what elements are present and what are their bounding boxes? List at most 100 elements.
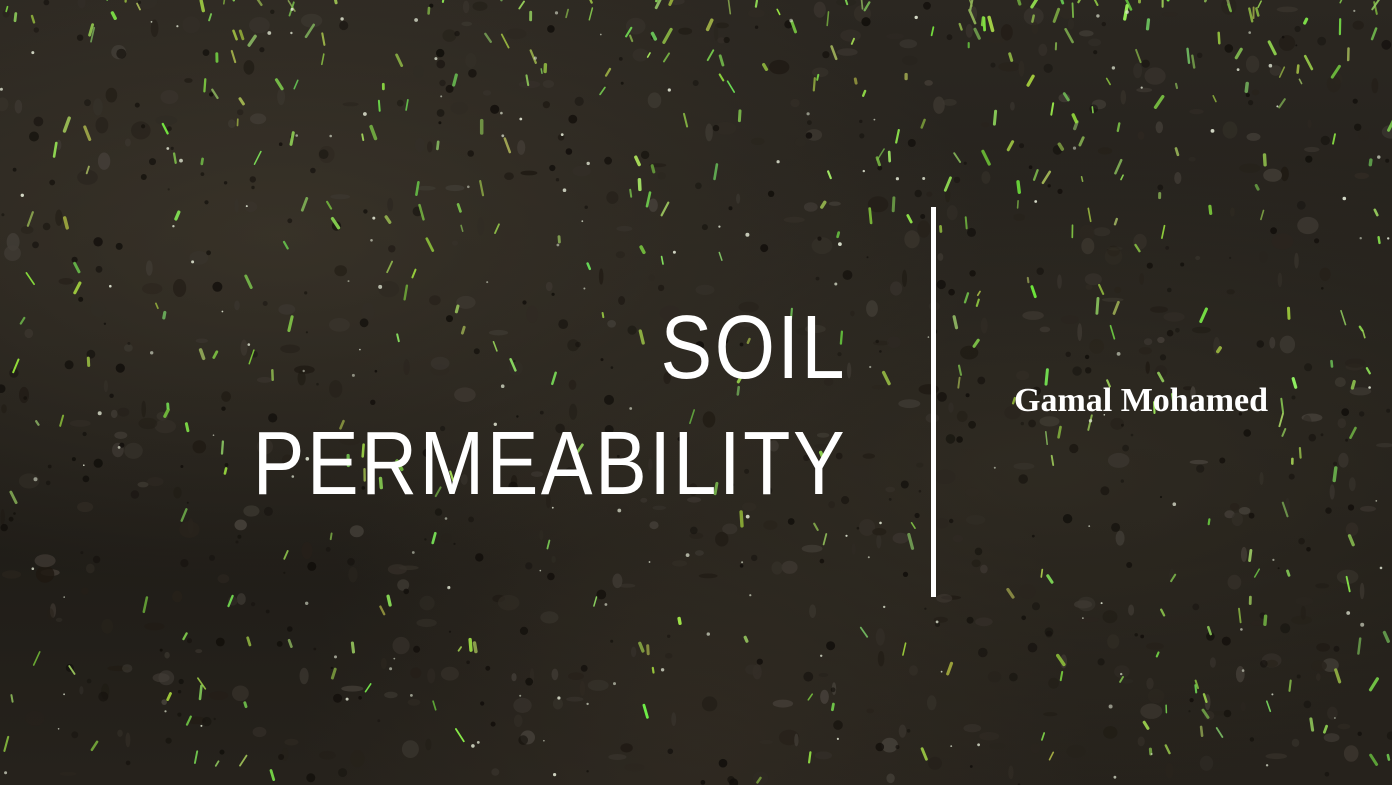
seed-speck (935, 620, 939, 624)
soil-clod (649, 521, 659, 530)
soil-clod (945, 187, 951, 203)
soil-shadow (80, 551, 84, 555)
sprout (62, 116, 71, 133)
soil-shadow (859, 133, 865, 139)
sprout (88, 23, 95, 37)
soil-shadow (116, 48, 127, 59)
soil-clod (1269, 65, 1282, 76)
soil-shadow (861, 17, 871, 27)
sprout (826, 11, 830, 27)
soil-clod (1079, 30, 1094, 37)
sprout (650, 31, 658, 41)
sprout (1382, 630, 1390, 643)
soil-clod (158, 670, 175, 686)
sprout (1263, 614, 1268, 626)
soil-clod (1307, 119, 1312, 129)
soil-clod (741, 502, 757, 512)
seed-speck (834, 282, 838, 286)
soil-clod (979, 731, 1000, 741)
soil-clod (695, 284, 715, 295)
soil-clod (980, 564, 988, 574)
seed-speck (745, 514, 750, 519)
soil-shadow (920, 214, 926, 219)
sprout (472, 641, 478, 654)
sprout (943, 176, 952, 192)
sprout (906, 214, 913, 224)
soil-clod (1114, 665, 1130, 679)
seed-speck (1342, 196, 1347, 201)
soil-shadow (946, 34, 953, 41)
soil-clod (1137, 131, 1145, 140)
sprout (850, 37, 855, 45)
sprout (957, 376, 961, 389)
sprout (396, 333, 400, 343)
soil-shadow (490, 104, 500, 114)
sprout (73, 281, 82, 295)
sprout (405, 98, 409, 111)
soil-shadow (1305, 155, 1313, 163)
soil-clod (236, 593, 246, 605)
soil-shadow (251, 602, 256, 607)
seed-speck (500, 111, 503, 115)
soil-shadow (1294, 25, 1301, 33)
sprout (1227, 3, 1233, 13)
soil-clod (936, 593, 953, 603)
soil-clod (1371, 78, 1379, 94)
sprout (1345, 575, 1351, 593)
sprout (1278, 412, 1284, 428)
soil-shadow (574, 96, 584, 106)
seed-speck (817, 473, 822, 477)
seed-speck (586, 702, 589, 706)
sprout (1071, 2, 1074, 19)
soil-shadow (370, 399, 376, 405)
sprout (1164, 744, 1171, 755)
soil-clod (988, 37, 1005, 44)
sprout (227, 594, 234, 608)
sprout (304, 23, 316, 39)
soil-clod (1120, 90, 1127, 105)
soil-shadow (1320, 433, 1324, 437)
soil-clod (1354, 172, 1369, 179)
soil-clod (234, 199, 239, 213)
soil-clod (142, 283, 163, 295)
seed-speck (334, 655, 337, 659)
soil-clod (105, 87, 118, 103)
sprout (1170, 573, 1177, 583)
sprout (958, 22, 963, 31)
sprout (300, 196, 309, 212)
soil-clod (137, 481, 149, 488)
sprout (223, 0, 226, 5)
soil-clod (688, 483, 698, 496)
soil-clod (1291, 738, 1300, 747)
soil-clod (429, 295, 441, 306)
seed-speck (302, 369, 305, 373)
soil-clod (657, 172, 666, 180)
sprout (180, 508, 188, 522)
soil-clod (965, 515, 986, 525)
sprout (1106, 379, 1111, 388)
soil-clod (1074, 600, 1092, 609)
sprout (369, 124, 378, 141)
soil-shadow (439, 79, 446, 87)
soil-clod (801, 544, 823, 553)
soil-clod (738, 317, 753, 328)
seed-speck (583, 287, 586, 290)
soil-clod (701, 696, 718, 712)
sprout (163, 408, 170, 418)
soil-clod (462, 0, 470, 14)
soil-clod (154, 419, 176, 434)
soil-clod (1226, 289, 1235, 295)
soil-clod (1107, 452, 1130, 468)
soil-clod (1094, 395, 1100, 405)
sprout (1357, 637, 1362, 655)
sprout (1032, 169, 1039, 181)
sprout (1052, 7, 1061, 23)
soil-clod (77, 0, 86, 9)
seed-speck (519, 694, 522, 697)
soil-clod (1146, 677, 1154, 690)
soil-shadow (1291, 395, 1296, 400)
sprout (1253, 568, 1260, 578)
sprout (30, 14, 36, 24)
soil-clod (867, 196, 889, 213)
